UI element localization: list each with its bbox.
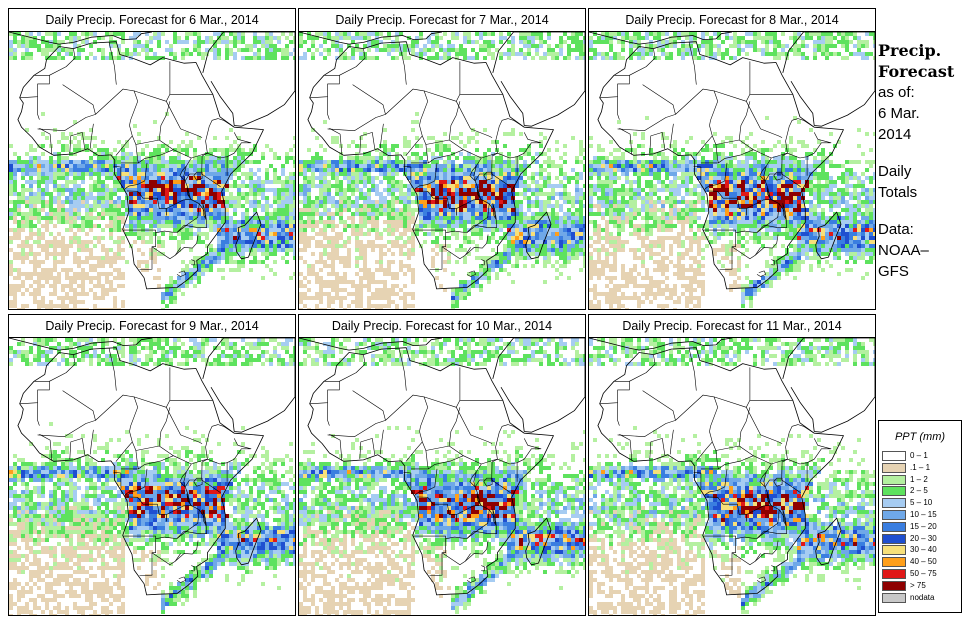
- panel-title: Daily Precip. Forecast for 10 Mar., 2014: [298, 314, 586, 339]
- legend-item: 10 – 15: [882, 509, 960, 521]
- legend-swatch: [882, 521, 906, 532]
- legend-label: > 75: [910, 580, 926, 590]
- source-line1: NOAA–: [878, 242, 929, 259]
- legend-label: 5 – 10: [910, 498, 933, 508]
- legend-item: 2 – 5: [882, 485, 960, 497]
- precip-field: [299, 338, 585, 615]
- country-borders: [589, 338, 875, 596]
- precip-map: [588, 31, 876, 310]
- map-svg: [299, 32, 585, 309]
- legend-swatch: [882, 580, 906, 591]
- map-svg: [589, 32, 875, 309]
- totals-line1: Daily: [878, 163, 912, 180]
- sidebar-title-line2: Forecast: [878, 62, 955, 81]
- totals-line2: Totals: [878, 184, 918, 201]
- asof-date-line2: 2014: [878, 126, 912, 143]
- precip-field: [589, 32, 875, 309]
- map-svg: [589, 338, 875, 615]
- legend-label: 10 – 15: [910, 509, 937, 519]
- country-borders: [299, 32, 585, 290]
- forecast-panel-day6: Daily Precip. Forecast for 6 Mar., 2014: [8, 8, 296, 310]
- source-line2: GFS: [878, 263, 909, 280]
- legend-label: 50 – 75: [910, 568, 937, 578]
- legend-swatch: [882, 557, 906, 568]
- precip-map: [298, 337, 586, 616]
- map-svg: [9, 32, 295, 309]
- legend-item: 1 – 2: [882, 474, 960, 486]
- forecast-panel-day9: Daily Precip. Forecast for 9 Mar., 2014: [8, 314, 296, 616]
- precip-map: [588, 337, 876, 616]
- legend-title: PPT (mm): [894, 431, 946, 443]
- legend-label: 30 – 40: [910, 545, 937, 555]
- legend-swatch: [882, 498, 906, 509]
- sidebar-info: Precip. Forecast as of: 6 Mar. 2014 Dail…: [878, 40, 963, 282]
- precip-map: [8, 337, 296, 616]
- forecast-panel-day10: Daily Precip. Forecast for 10 Mar., 2014: [298, 314, 586, 616]
- legend-label: 15 – 20: [910, 521, 937, 531]
- legend-swatch: [882, 474, 906, 485]
- asof-date-line1: 6 Mar.: [878, 105, 920, 122]
- legend-label: 20 – 30: [910, 533, 937, 543]
- precip-field: [9, 338, 295, 615]
- panel-title: Daily Precip. Forecast for 11 Mar., 2014: [588, 314, 876, 339]
- legend-label: 40 – 50: [910, 557, 937, 567]
- panel-title: Daily Precip. Forecast for 7 Mar., 2014: [298, 8, 586, 33]
- map-svg: [299, 338, 585, 615]
- legend-item: 30 – 40: [882, 544, 960, 556]
- legend-swatch: [882, 451, 906, 461]
- legend-swatch: [882, 533, 906, 544]
- legend-label: nodata: [910, 592, 935, 602]
- forecast-panel-day8: Daily Precip. Forecast for 8 Mar., 2014: [588, 8, 876, 310]
- legend-item: .1 – 1: [882, 462, 960, 474]
- legend-item: 15 – 20: [882, 521, 960, 533]
- legend-label: .1 – 1: [910, 462, 931, 472]
- legend-swatch: [882, 486, 906, 497]
- forecast-panel-day11: Daily Precip. Forecast for 11 Mar., 2014: [588, 314, 876, 616]
- legend-swatch: [882, 568, 906, 579]
- legend-item: 40 – 50: [882, 556, 960, 568]
- legend-item: > 75: [882, 580, 960, 592]
- country-borders: [9, 338, 295, 596]
- sidebar-title-line1: Precip.: [878, 41, 942, 60]
- precip-field: [9, 32, 295, 309]
- map-svg: [9, 338, 295, 615]
- precip-field: [589, 338, 875, 615]
- country-borders: [9, 32, 295, 290]
- legend-swatch: [882, 509, 906, 520]
- legend-item: nodata: [882, 592, 960, 604]
- panel-title: Daily Precip. Forecast for 8 Mar., 2014: [588, 8, 876, 33]
- legend-swatch: [882, 462, 906, 473]
- country-borders: [299, 338, 585, 596]
- legend-swatch: [882, 592, 906, 603]
- legend-item: 50 – 75: [882, 568, 960, 580]
- legend-label: 0 – 1: [910, 451, 928, 460]
- panel-title: Daily Precip. Forecast for 6 Mar., 2014: [8, 8, 296, 33]
- precip-map: [8, 31, 296, 310]
- legend-list: 0 – 1 .1 – 1 1 – 2 2 – 5 5 – 10 10 – 15 …: [882, 450, 960, 603]
- data-label: Data:: [878, 221, 914, 238]
- precip-map: [298, 31, 586, 310]
- legend-label: 1 – 2: [910, 474, 928, 484]
- legend-item: 0 – 1: [882, 450, 960, 462]
- legend-label: 2 – 5: [910, 486, 928, 496]
- precip-field: [299, 32, 585, 309]
- country-borders: [589, 32, 875, 290]
- precip-legend: PPT (mm) 0 – 1 .1 – 1 1 – 2 2 – 5 5 – 10…: [878, 420, 962, 613]
- legend-swatch: [882, 545, 906, 556]
- forecast-panel-day7: Daily Precip. Forecast for 7 Mar., 2014: [298, 8, 586, 310]
- asof-label: as of:: [878, 84, 915, 101]
- legend-item: 20 – 30: [882, 533, 960, 545]
- panel-title: Daily Precip. Forecast for 9 Mar., 2014: [8, 314, 296, 339]
- legend-item: 5 – 10: [882, 497, 960, 509]
